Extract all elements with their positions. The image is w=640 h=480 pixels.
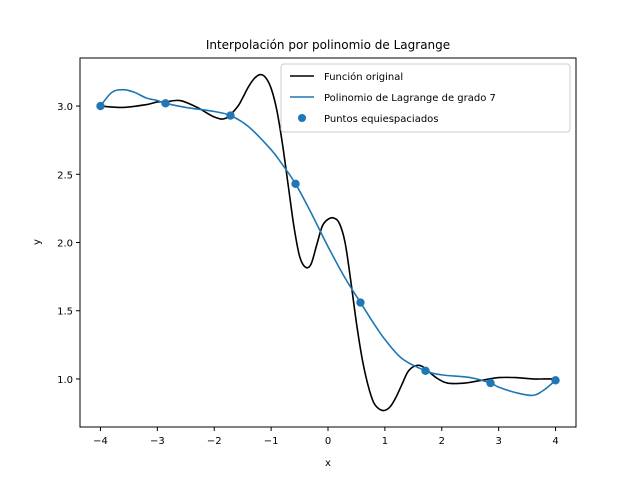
axis-ticks: −4 −3 −2 −1 0 1 2 3 4 1.0 1.5 2.0 2.5 3.0 <box>57 102 559 447</box>
x-tick-label: 1 <box>382 436 388 447</box>
chart-title: Interpolación por polinomio de Lagrange <box>206 38 450 52</box>
x-tick-label: 2 <box>439 436 445 447</box>
x-tick-label: 0 <box>325 436 331 447</box>
y-tick-label: 1.5 <box>57 307 73 318</box>
x-tick-label: 4 <box>552 436 558 447</box>
y-tick-label: 3.0 <box>57 102 73 113</box>
data-point-2 <box>226 111 235 120</box>
x-axis-label: x <box>325 458 331 469</box>
plot-area <box>96 73 560 412</box>
x-tick-label: 3 <box>495 436 501 447</box>
legend: Función original Polinomio de Lagrange d… <box>280 63 571 133</box>
legend-swatch-points <box>298 114 306 122</box>
y-tick-label: 2.0 <box>57 239 73 250</box>
y-tick-label: 2.5 <box>57 170 73 181</box>
data-point-1 <box>161 99 170 108</box>
x-tick-label: −4 <box>93 436 108 447</box>
data-point-7 <box>551 376 560 385</box>
legend-label-original: Función original <box>324 71 403 83</box>
legend-box <box>280 63 571 133</box>
x-tick-label: −1 <box>264 436 279 447</box>
data-point-5 <box>421 366 430 375</box>
data-point-3 <box>291 179 300 189</box>
legend-label-points: Puntos equiespaciados <box>324 114 439 125</box>
legend-label-lagrange: Polinomio de Lagrange de grado 7 <box>324 93 496 104</box>
data-point-6 <box>486 378 495 388</box>
x-tick-label: −3 <box>150 436 165 447</box>
data-point-0 <box>96 101 105 111</box>
y-axis-label: y <box>32 239 43 245</box>
x-tick-label: −2 <box>207 436 222 447</box>
data-point-4 <box>356 298 365 307</box>
y-tick-label: 1.0 <box>57 375 73 386</box>
